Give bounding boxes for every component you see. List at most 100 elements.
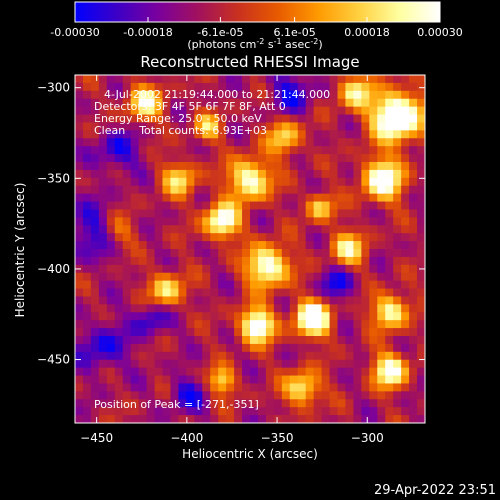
- heatmap-cell: [234, 320, 243, 329]
- heatmap-cell: [138, 359, 148, 369]
- heatmap-cell: [281, 193, 291, 203]
- heatmap-cell: [154, 359, 164, 369]
- heatmap-cell: [409, 209, 418, 218]
- heatmap-cell: [409, 90, 418, 100]
- heatmap-cell: [226, 185, 235, 195]
- heatmap-cell: [273, 146, 283, 155]
- heatmap-cell: [337, 312, 347, 321]
- heatmap-cell: [273, 415, 283, 423]
- heatmap-cell: [250, 312, 259, 321]
- heatmap-cell: [154, 146, 164, 155]
- heatmap-cell: [130, 201, 140, 211]
- heatmap-cell: [90, 217, 100, 226]
- heatmap-cell: [361, 162, 370, 171]
- heatmap-cell: [98, 296, 108, 305]
- heatmap-cell: [265, 296, 275, 305]
- heatmap-cell: [106, 383, 116, 392]
- heatmap-cell: [377, 138, 386, 147]
- heatmap-cell: [265, 359, 275, 369]
- heatmap-cell: [90, 296, 100, 305]
- heatmap-cell: [218, 146, 227, 155]
- heatmap-cell: [234, 233, 243, 242]
- heatmap-cell: [194, 233, 203, 242]
- heatmap-cell: [210, 359, 219, 369]
- heatmap-cell: [409, 383, 418, 392]
- heatmap-cell: [417, 154, 425, 163]
- heatmap-cell: [361, 264, 370, 274]
- heatmap-cell: [186, 225, 195, 234]
- heatmap-cell: [242, 272, 251, 282]
- colorbar: [75, 2, 440, 22]
- peak-position-label: Position of Peak = [-271,-351]: [94, 398, 259, 411]
- heatmap-cell: [417, 336, 425, 345]
- heatmap-cell: [305, 162, 315, 171]
- heatmap-cell: [154, 312, 164, 321]
- heatmap-cell: [202, 343, 211, 353]
- heatmap-cell: [226, 233, 235, 242]
- heatmap-cell: [146, 359, 156, 369]
- heatmap-cell: [178, 233, 187, 242]
- heatmap-cell: [122, 75, 132, 84]
- heatmap-cell: [401, 217, 410, 226]
- heatmap-cell: [281, 407, 291, 416]
- heatmap-cell: [90, 415, 100, 423]
- heatmap-cell: [82, 122, 92, 131]
- heatmap-cell: [313, 106, 323, 116]
- heatmap-cell: [178, 185, 187, 195]
- heatmap-cell: [329, 320, 339, 329]
- heatmap-cell: [234, 106, 243, 116]
- heatmap-cell: [329, 185, 339, 195]
- heatmap-cell: [130, 415, 140, 423]
- heatmap-cell: [273, 106, 283, 116]
- heatmap-cell: [361, 272, 370, 282]
- heatmap-cell: [361, 114, 370, 124]
- heatmap-cell: [353, 359, 362, 369]
- heatmap-cell: [329, 383, 339, 392]
- heatmap-cell: [178, 98, 187, 108]
- heatmap-cell: [170, 82, 179, 92]
- heatmap-cell: [353, 138, 362, 147]
- heatmap-cell: [75, 272, 84, 282]
- heatmap-cell: [202, 304, 211, 313]
- heatmap-cell: [273, 367, 283, 377]
- heatmap-cell: [90, 399, 100, 408]
- heatmap-cell: [385, 114, 394, 124]
- heatmap-cell: [106, 312, 116, 321]
- heatmap-cell: [257, 75, 267, 84]
- heatmap-cell: [305, 169, 315, 179]
- heatmap-cell: [393, 336, 402, 345]
- heatmap-cell: [257, 375, 267, 385]
- heatmap-cell: [90, 407, 100, 416]
- heatmap-cell: [242, 90, 251, 100]
- heatmap-cell: [138, 272, 148, 282]
- heatmap-cell: [242, 280, 251, 290]
- heatmap-cell: [130, 351, 140, 361]
- heatmap-cell: [401, 336, 410, 345]
- heatmap-cell: [297, 407, 307, 416]
- heatmap-cell: [265, 209, 275, 218]
- heatmap-cell: [273, 336, 283, 345]
- heatmap-cell: [265, 162, 275, 171]
- heatmap-cell: [82, 201, 92, 211]
- heatmap-cell: [393, 169, 402, 179]
- heatmap-cell: [242, 233, 251, 242]
- heatmap-cell: [210, 185, 219, 195]
- heatmap-cell: [114, 280, 124, 290]
- heatmap-cell: [353, 169, 362, 179]
- heatmap-cell: [297, 177, 307, 187]
- heatmap-cell: [218, 288, 227, 298]
- heatmap-cell: [122, 114, 132, 124]
- heatmap-cell: [122, 130, 132, 139]
- heatmap-cell: [250, 249, 259, 258]
- heatmap-cell: [106, 407, 116, 416]
- heatmap-cell: [170, 359, 179, 369]
- heatmap-cell: [361, 343, 370, 353]
- heatmap-cell: [186, 359, 195, 369]
- heatmap-cell: [401, 209, 410, 218]
- heatmap-cell: [385, 241, 394, 250]
- heatmap-cell: [401, 359, 410, 369]
- heatmap-cell: [409, 75, 418, 84]
- heatmap-cell: [194, 122, 203, 131]
- heatmap-cell: [114, 122, 124, 131]
- heatmap-cell: [401, 375, 410, 385]
